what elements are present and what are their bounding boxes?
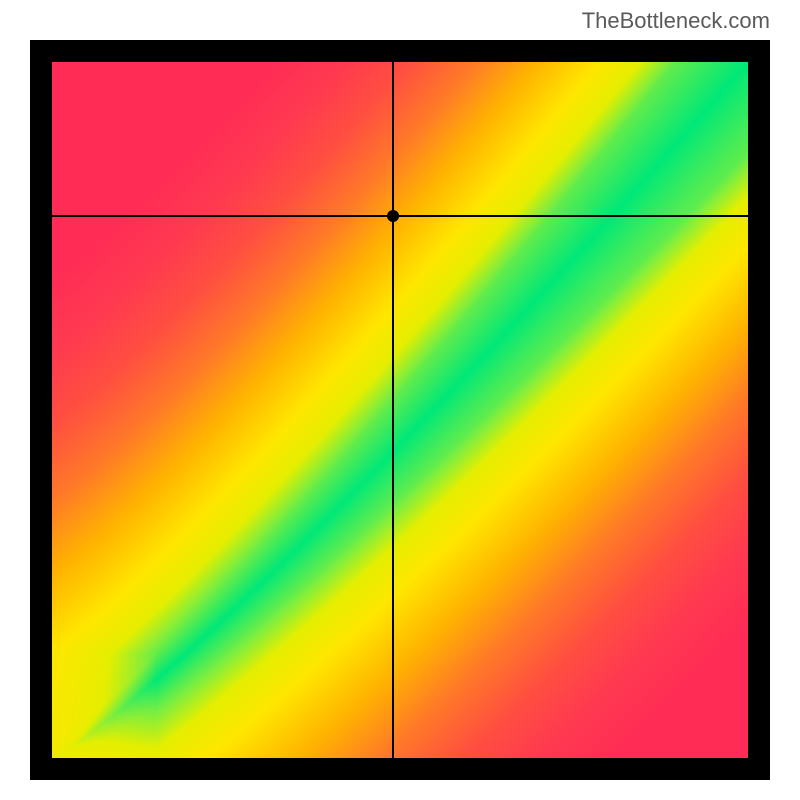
crosshair-horizontal	[52, 215, 748, 217]
plot-area	[30, 40, 770, 780]
watermark-text: TheBottleneck.com	[582, 8, 770, 34]
chart-container: TheBottleneck.com	[0, 0, 800, 800]
crosshair-vertical	[392, 62, 394, 758]
heatmap-canvas	[52, 62, 748, 758]
crosshair-marker	[387, 210, 399, 222]
